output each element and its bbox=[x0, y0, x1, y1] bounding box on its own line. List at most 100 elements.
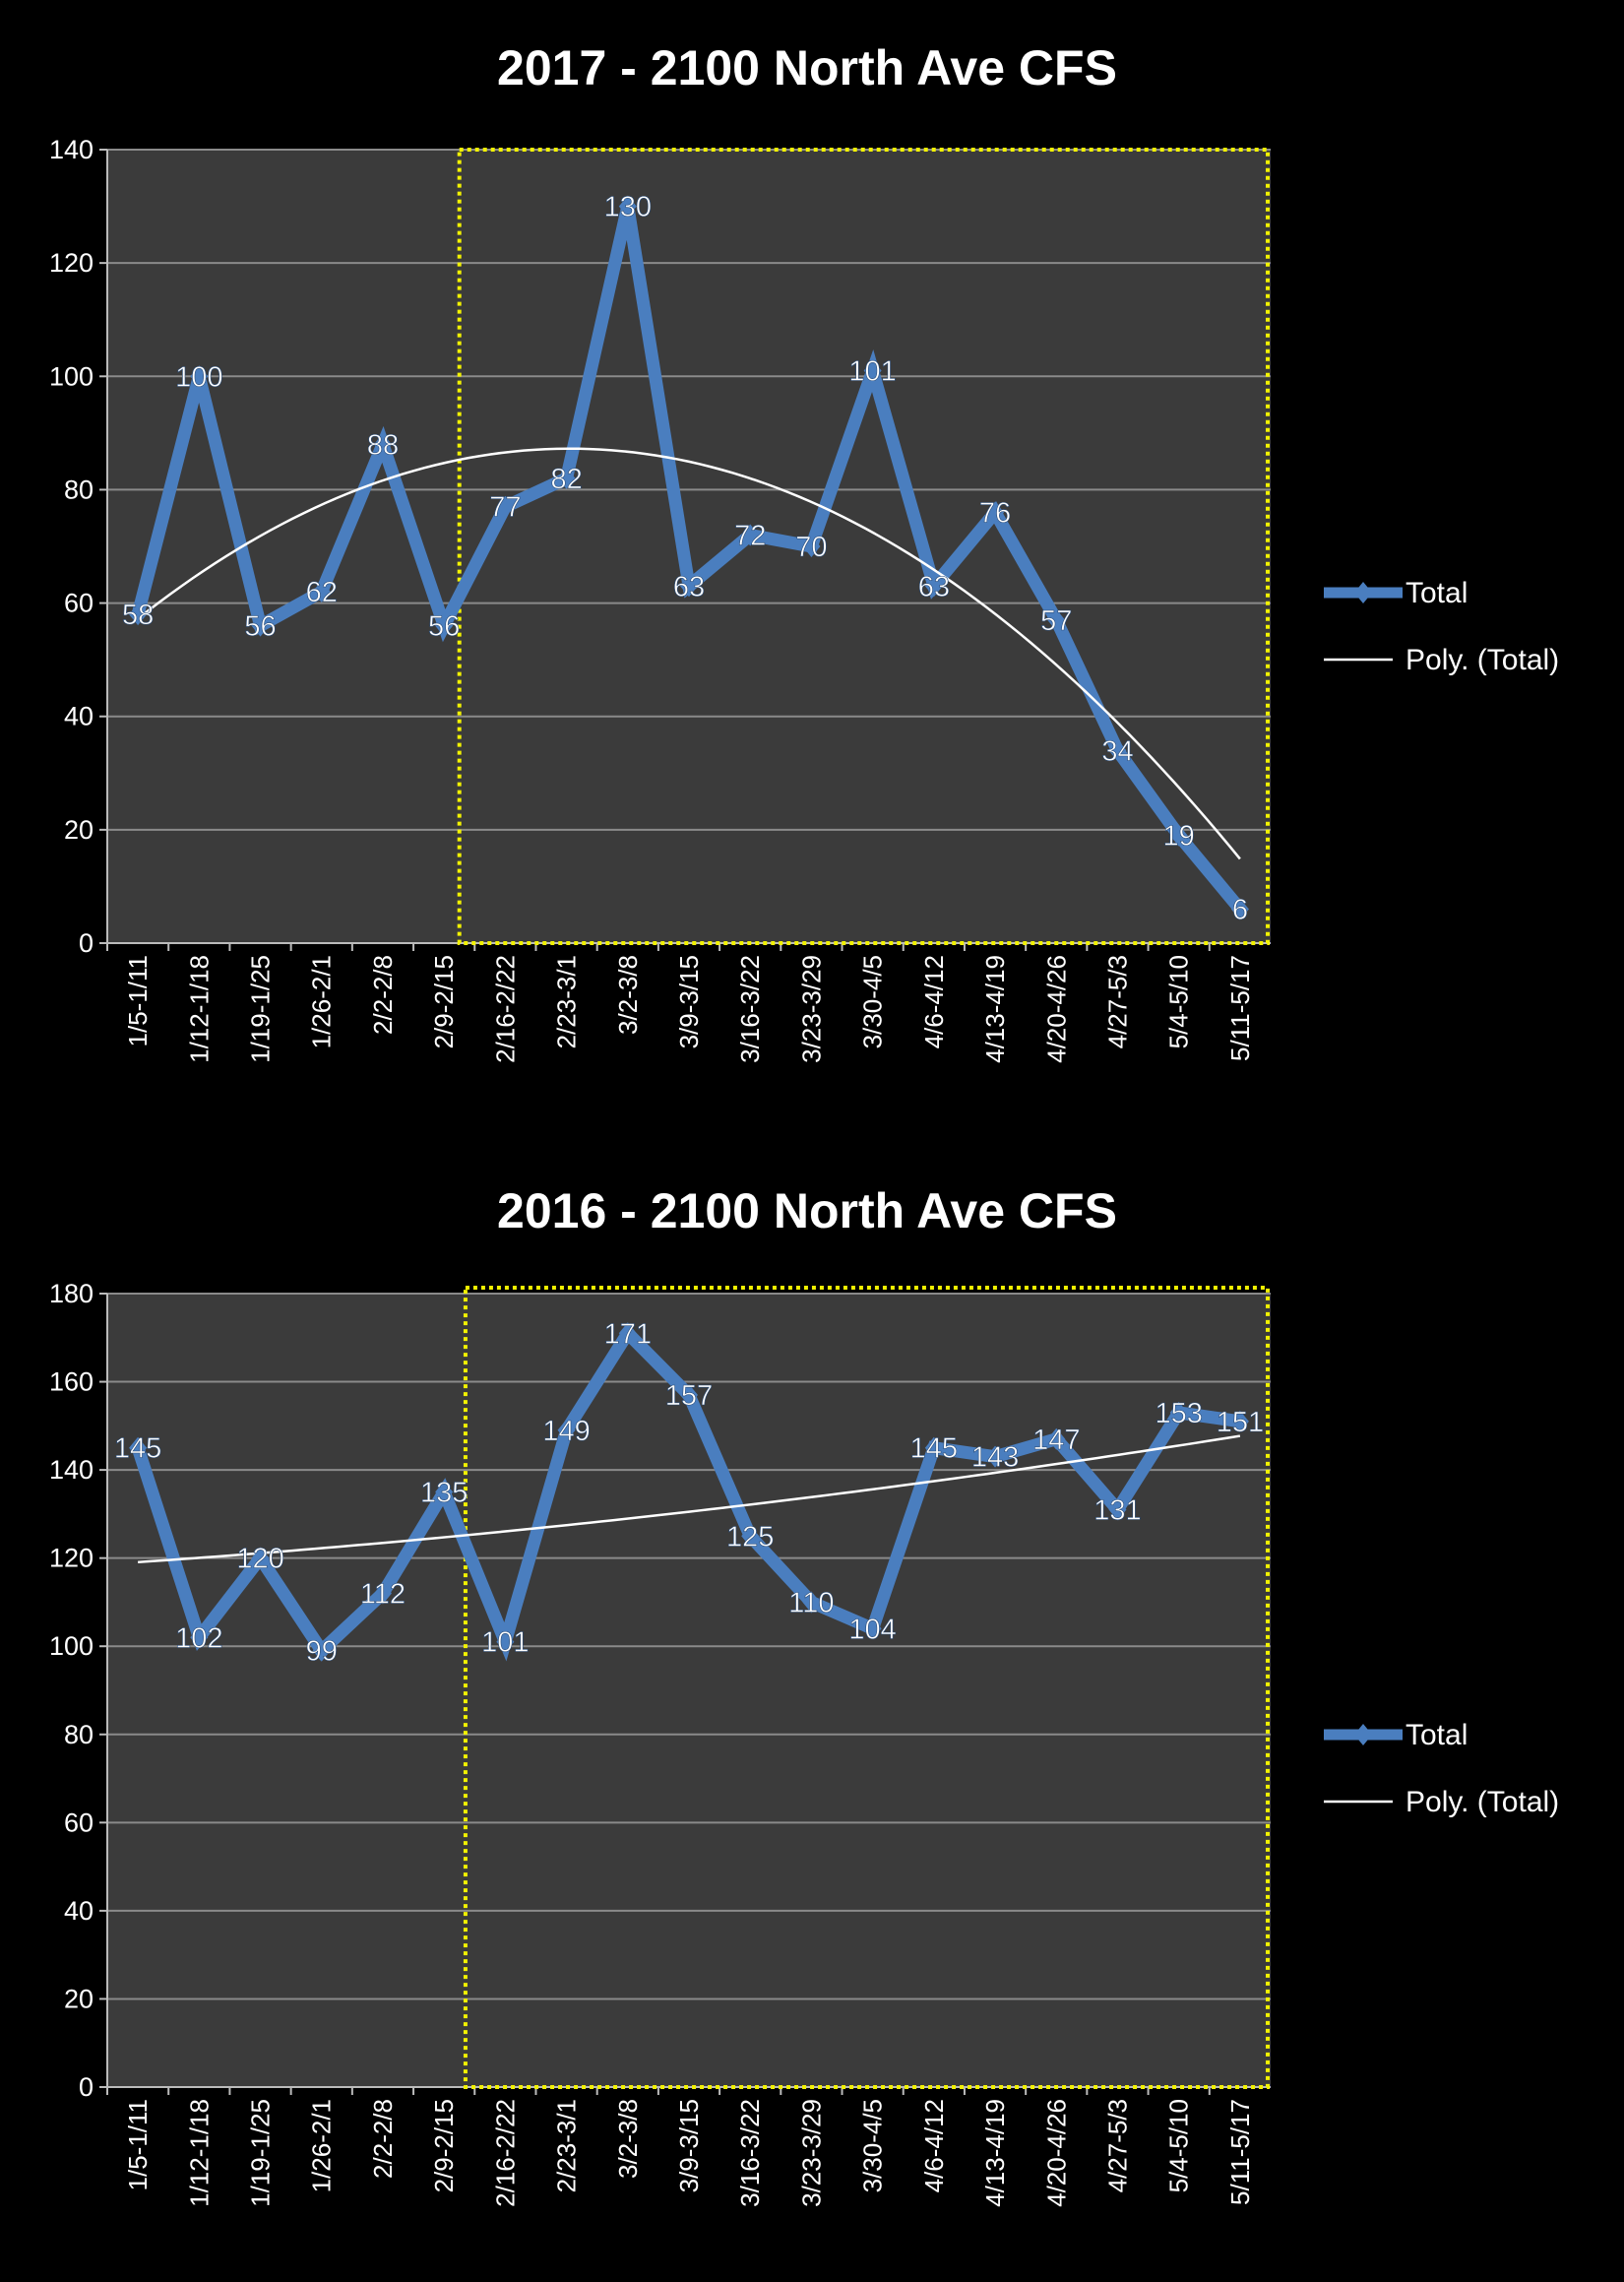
data-point bbox=[373, 1582, 392, 1605]
data-point bbox=[1230, 1410, 1249, 1432]
data-point bbox=[312, 1639, 331, 1662]
x-tick-label: 3/23-3/29 bbox=[796, 955, 826, 1063]
data-point bbox=[1169, 1401, 1188, 1424]
x-tick-label: 3/9-3/15 bbox=[674, 955, 704, 1048]
legend-label-total: Total bbox=[1405, 1719, 1468, 1751]
data-label: 145 bbox=[114, 1433, 161, 1465]
data-point bbox=[1047, 608, 1066, 631]
data-point bbox=[986, 1445, 1005, 1468]
y-tick-label: 140 bbox=[49, 135, 94, 164]
data-label: 145 bbox=[910, 1433, 958, 1465]
y-tick-label: 120 bbox=[49, 1544, 94, 1573]
data-point bbox=[557, 467, 576, 489]
data-label: 101 bbox=[848, 356, 896, 388]
data-point bbox=[680, 1383, 698, 1406]
data-label: 100 bbox=[175, 361, 222, 393]
legend: Total Poly. (Total) bbox=[1324, 1719, 1559, 1818]
y-tick-label: 60 bbox=[64, 1807, 94, 1837]
y-tick-label: 0 bbox=[79, 2072, 94, 2102]
y-tick-label: 100 bbox=[49, 1631, 94, 1661]
data-label: 72 bbox=[734, 520, 766, 551]
data-point bbox=[251, 1547, 270, 1569]
data-label: 88 bbox=[367, 429, 399, 461]
x-tick-label: 1/12-1/18 bbox=[184, 955, 214, 1063]
x-tick-label: 2/9-2/15 bbox=[429, 2099, 459, 2192]
data-point bbox=[312, 581, 331, 603]
data-label: 82 bbox=[550, 464, 582, 495]
legend-marker-diamond bbox=[1354, 582, 1372, 603]
x-tick-label: 2/16-2/22 bbox=[490, 955, 520, 1063]
x-tick-label: 4/27-5/3 bbox=[1102, 955, 1132, 1048]
y-tick-label: 140 bbox=[49, 1455, 94, 1485]
x-tick-label: 4/27-5/3 bbox=[1102, 2099, 1132, 2192]
data-label: 147 bbox=[1032, 1425, 1080, 1456]
data-label: 19 bbox=[1163, 821, 1195, 853]
y-tick-label: 0 bbox=[79, 928, 94, 958]
data-label: 143 bbox=[971, 1442, 1019, 1474]
y-tick-label: 80 bbox=[64, 1720, 94, 1749]
data-point bbox=[129, 603, 148, 626]
y-tick-label: 80 bbox=[64, 475, 94, 504]
x-tick-label: 5/11-5/17 bbox=[1225, 2099, 1255, 2205]
data-label: 151 bbox=[1217, 1407, 1264, 1438]
x-tick-label: 3/16-3/22 bbox=[735, 2099, 765, 2207]
data-label: 110 bbox=[788, 1587, 834, 1618]
y-tick-label: 40 bbox=[64, 1896, 94, 1926]
x-tick-label: 3/16-3/22 bbox=[735, 955, 765, 1063]
chart-2016: 2016 - 2100 North Ave CFS 0 20 40 60 80 100 12… bbox=[49, 1183, 1559, 2207]
trendline-poly bbox=[138, 1434, 1241, 1564]
data-label: 120 bbox=[236, 1544, 283, 1575]
data-point bbox=[373, 433, 392, 456]
data-label: 125 bbox=[726, 1521, 774, 1553]
data-label: 135 bbox=[420, 1478, 468, 1509]
data-point bbox=[802, 1591, 821, 1614]
data-point bbox=[190, 365, 209, 388]
x-tick-label: 1/26-2/1 bbox=[307, 2099, 337, 2192]
data-label: 77 bbox=[489, 492, 521, 524]
data-point bbox=[1169, 824, 1188, 847]
x-tick-label: 5/11-5/17 bbox=[1225, 955, 1255, 1061]
x-tick-label: 4/20-4/26 bbox=[1041, 2099, 1071, 2207]
data-label: 58 bbox=[122, 600, 154, 631]
y-tick-label: 100 bbox=[49, 361, 94, 391]
data-point bbox=[1108, 739, 1127, 762]
data-label: 34 bbox=[1101, 735, 1133, 767]
y-tick-label: 20 bbox=[64, 815, 94, 845]
trendline-poly bbox=[137, 447, 1241, 860]
x-tick-label: 5/4-5/10 bbox=[1164, 2099, 1194, 2192]
data-point bbox=[1108, 1498, 1127, 1521]
x-tick-label: 5/4-5/10 bbox=[1164, 955, 1194, 1048]
y-tick-label: 20 bbox=[64, 1984, 94, 2013]
data-point bbox=[251, 614, 270, 637]
x-tick-label: 3/23-3/29 bbox=[796, 2099, 826, 2207]
data-label: 130 bbox=[604, 192, 652, 223]
data-point bbox=[863, 1617, 882, 1640]
legend-label-total: Total bbox=[1405, 577, 1468, 609]
x-tick-label: 2/9-2/15 bbox=[429, 955, 459, 1048]
data-point bbox=[1230, 898, 1249, 920]
data-point bbox=[435, 1481, 454, 1503]
data-label: 149 bbox=[542, 1416, 590, 1447]
x-tick-label: 1/5-1/11 bbox=[123, 955, 153, 1046]
data-point bbox=[435, 614, 454, 637]
x-tick-label: 4/6-4/12 bbox=[919, 2099, 949, 2192]
data-point bbox=[190, 1626, 209, 1649]
x-tick-label: 4/6-4/12 bbox=[919, 955, 949, 1048]
data-label: 99 bbox=[306, 1636, 338, 1668]
data-point bbox=[496, 495, 515, 518]
data-label: 153 bbox=[1155, 1398, 1202, 1429]
data-label: 70 bbox=[795, 532, 827, 563]
x-tick-label: 2/16-2/22 bbox=[490, 2099, 520, 2207]
y-tick-label: 180 bbox=[49, 1279, 94, 1308]
x-tick-label: 3/2-3/8 bbox=[613, 955, 643, 1035]
legend: Total Poly. (Total) bbox=[1324, 577, 1559, 676]
highlight-box bbox=[463, 1286, 1270, 2089]
data-point bbox=[618, 195, 637, 218]
data-label: 56 bbox=[428, 611, 460, 643]
chart-title: 2017 - 2100 North Ave CFS bbox=[497, 40, 1117, 95]
x-tick-label: 1/12-1/18 bbox=[184, 2099, 214, 2207]
data-point bbox=[924, 1436, 943, 1459]
data-label: 102 bbox=[175, 1622, 222, 1654]
x-tick-label: 3/9-3/15 bbox=[674, 2099, 704, 2192]
